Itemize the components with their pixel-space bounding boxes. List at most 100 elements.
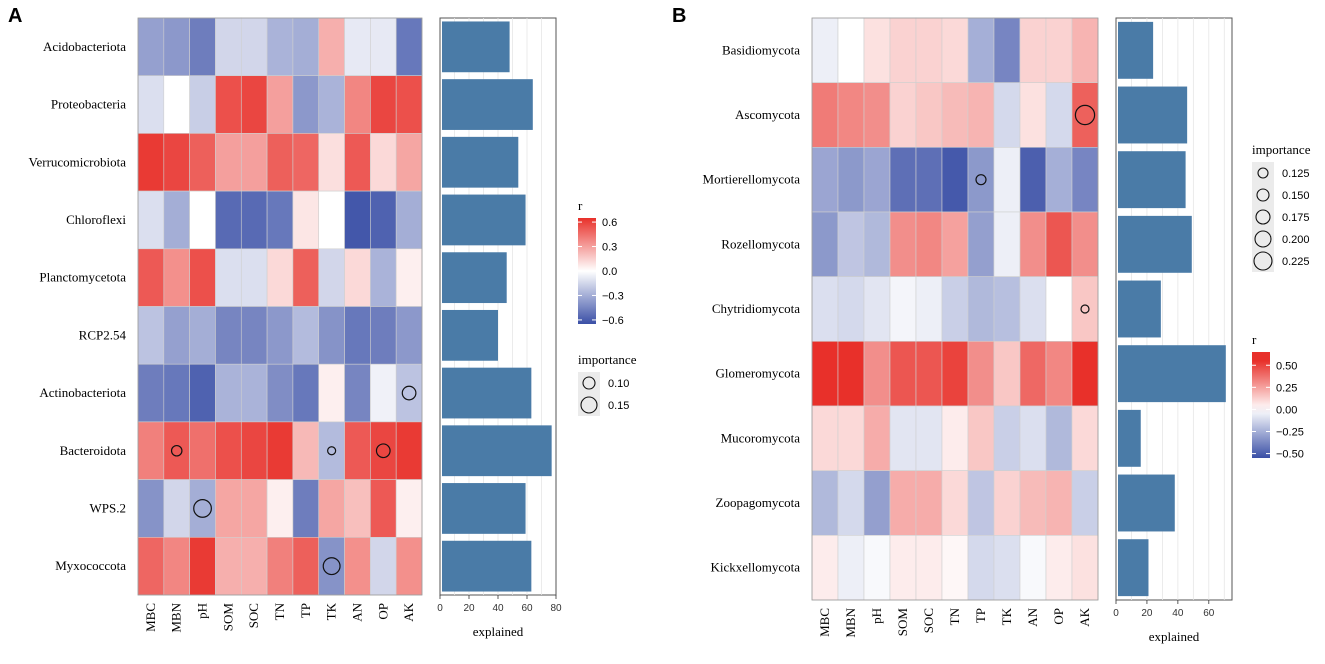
panel-a-heat-cell (370, 421, 397, 480)
panel-a-r-legend-label: 0.3 (602, 242, 617, 254)
panel-a-x-axis-title: explained (473, 624, 524, 639)
panel-a-heat-cell (370, 536, 397, 596)
panel-b-heat-cell (811, 82, 839, 148)
panel-b-heat-cell (1045, 470, 1073, 536)
panel-a-heat-cell (344, 17, 371, 77)
panel-a-explained-bar (442, 252, 507, 304)
panel-a-col-label: TN (272, 602, 287, 620)
panel-b-heat-cell (889, 211, 917, 277)
panel-a-heat-cell (215, 133, 242, 192)
panel-a-heat-cell (189, 133, 216, 192)
panel-b-heat-cell (967, 341, 995, 407)
panel-a-row-label: Verrucomicrobiota (29, 154, 127, 169)
panel-a-heat-cell (189, 421, 216, 480)
panel-b-row-label: Glomeromycota (716, 366, 801, 381)
panel-a-row-label: WPS.2 (90, 500, 126, 515)
panel-a-heat-cell (292, 536, 320, 596)
panel-a-heat-cell (395, 306, 423, 365)
panel-a-heat-cell (240, 479, 268, 538)
panel-b-heat-cell (837, 470, 865, 536)
panel-a-heat-cell (344, 536, 371, 596)
panel-a-heat-cell (266, 190, 294, 250)
panel-b-col-label: SOC (921, 608, 936, 633)
panel-b-heat-cell (967, 147, 995, 213)
panel-a-heat-cell (318, 363, 345, 423)
panel-a-row-label: Actinobacteriota (39, 385, 126, 400)
panel-a-heat-cell (292, 248, 320, 307)
panel-b-heat-cell (915, 341, 943, 407)
panel-a-heat-cell (163, 536, 190, 596)
panel-b-heat-cell (941, 535, 969, 601)
panel-a-heat-cell (215, 75, 242, 134)
panel-a-importance-point (193, 499, 212, 518)
panel-b-heat-cell (889, 17, 917, 83)
panel-b-row-label: Mortierellomycota (703, 172, 801, 187)
panel-a-importance-point (327, 446, 337, 456)
panel-a-heat-cell (292, 75, 320, 134)
panel-a-col-label: TK (324, 602, 339, 620)
panel-a-x-tick-label: 80 (550, 603, 562, 614)
panel-b-importance-legend-key (1256, 188, 1270, 202)
panel-a-heat-cell (240, 17, 268, 77)
panel-a-heat-cell (137, 190, 165, 250)
panel-b-explained-bar (1118, 86, 1188, 144)
panel-a-importance-legend-bg (578, 372, 600, 416)
panel-b-heat-cell (941, 405, 969, 471)
panel-b-heat-cell (863, 405, 891, 471)
panel-a-explained-bar (442, 425, 552, 477)
panel-a-letter: A (8, 5, 22, 27)
panel-a-heat-cell (189, 17, 216, 77)
panel-a-heat-cell (395, 75, 423, 134)
panel-a-row-label: Chloroflexi (66, 212, 126, 227)
panel-b-explained-bar (1118, 345, 1226, 403)
panel-a-heat-cell (137, 306, 165, 365)
panel-b-heat-cell (1071, 276, 1099, 342)
panel-b-r-legend-label: 0.25 (1276, 382, 1297, 394)
panel-b-heat-cell (1019, 147, 1047, 213)
panel-b-importance-legend-label: 0.200 (1282, 234, 1310, 246)
panel-b-heat-cell (837, 147, 865, 213)
panel-b-importance-legend-key (1255, 209, 1271, 225)
panel-b-row-label: Zoopagomycota (716, 495, 801, 510)
panel-b-heat-cell (941, 17, 969, 83)
panel-b-col-label: pH (869, 608, 884, 624)
panel-a-col-label: AN (349, 602, 364, 621)
panel-a-heat-cell (292, 363, 320, 423)
panel-a-heat-cell (215, 536, 242, 596)
panel-b-heat-cell (1071, 17, 1099, 83)
panel-a-r-legend-title: r (578, 198, 583, 213)
panel-a-heat-cell (370, 306, 397, 365)
panel-a-heat-cell (318, 190, 345, 250)
panel-a-heat-cell (344, 75, 371, 134)
panel-b-heat-cell (811, 276, 839, 342)
panel-b-heat-cell (811, 147, 839, 213)
panel-b-col-label: AK (1077, 607, 1092, 626)
panel-b-heat-cell (915, 82, 943, 148)
panel-b-explained-bar (1118, 151, 1186, 209)
panel-b-heat-cell (1045, 211, 1073, 277)
panel-a-importance-legend-label: 0.15 (608, 400, 629, 412)
panel-a-col-label: OP (375, 603, 390, 620)
panel-b-r-legend-title: r (1252, 332, 1257, 347)
panel-a-heat-cell (137, 248, 165, 307)
panel-b-x-axis-title: explained (1149, 629, 1200, 644)
panel-b-heat-cell (1071, 82, 1099, 148)
panel-a-heat-cell (189, 536, 216, 596)
panel-b-heat-cell (1019, 535, 1047, 601)
panel-a-heat-cell (395, 190, 423, 250)
panel-b-heat-cell (1071, 470, 1099, 536)
panel-a-heat-cell (344, 133, 371, 192)
panel-a-heat-cell (266, 75, 294, 134)
panel-b-r-legend-label: 0.50 (1276, 360, 1297, 372)
panel-b-x-tick-label: 40 (1172, 608, 1184, 619)
panel-b-heat-cell (1071, 405, 1099, 471)
panel-b-explained-bar (1118, 474, 1175, 532)
panel-a-explained-bar (442, 483, 526, 534)
panel-b-importance-legend-label: 0.225 (1282, 256, 1310, 268)
panel-b-heat-cell (889, 405, 917, 471)
panel-a-heat-cell (344, 306, 371, 365)
panel-a-importance-legend-title: importance (578, 352, 637, 367)
panel-a-heat-cell (370, 133, 397, 192)
panel-b-heat-cell (993, 341, 1021, 407)
